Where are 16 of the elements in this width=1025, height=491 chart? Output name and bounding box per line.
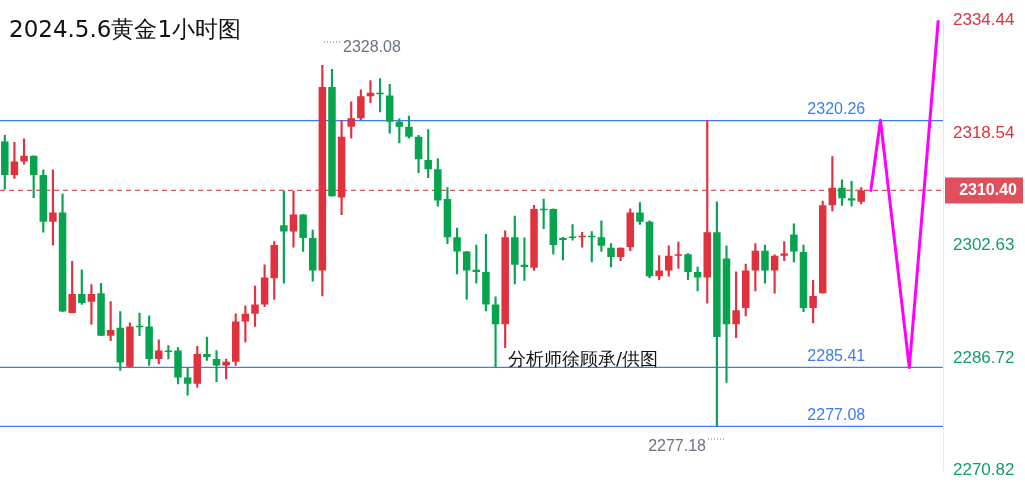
candlestick — [491, 296, 500, 368]
annotation: 2277.18 — [648, 437, 707, 455]
candlestick — [568, 224, 577, 241]
y-tick-label: 2286.72 — [953, 347, 1015, 367]
annotation: 分析师徐顾承/供图 — [508, 347, 659, 369]
y-tick-label: 2270.82 — [953, 460, 1015, 480]
y-tick-label: 2302.63 — [953, 235, 1015, 255]
y-tick-label: 2334.44 — [953, 9, 1015, 29]
chart-title: 2024.5.6黄金1小时图 — [9, 15, 242, 44]
annotation: 2328.08 — [343, 38, 401, 56]
ref-line-label: 2285.41 — [807, 346, 866, 364]
ref-line-label: 2277.08 — [807, 405, 866, 423]
ref-line-label: 2320.26 — [807, 100, 866, 118]
ref-line-label: 2310.40 — [959, 180, 1018, 198]
candlestick — [289, 190, 298, 248]
y-tick-label: 2318.54 — [953, 122, 1015, 142]
